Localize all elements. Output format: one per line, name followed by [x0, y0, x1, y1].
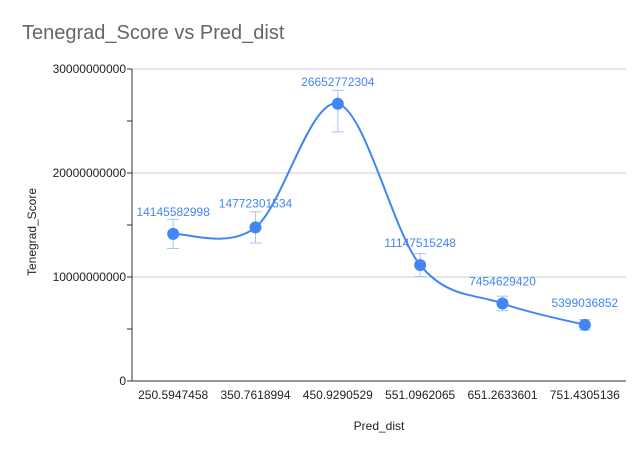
data-label: 7454629420 — [469, 274, 536, 288]
data-label: 5399036852 — [551, 296, 618, 310]
data-point — [414, 259, 427, 272]
x-axis-label: Pred_dist — [354, 419, 405, 433]
y-tick-label: 0 — [119, 374, 126, 388]
x-tick-label: 651.2633601 — [467, 388, 537, 402]
y-tick-label: 30000000000 — [53, 62, 127, 76]
data-point — [167, 227, 180, 240]
y-tick-label: 10000000000 — [53, 270, 127, 284]
chart-title: Tenegrad_Score vs Pred_dist — [22, 22, 285, 44]
x-tick-labels: 250.5947458 350.7618994 450.9290529 551.096… — [138, 388, 620, 402]
series-line — [173, 102, 586, 326]
data-points — [167, 97, 591, 331]
y-axis-label: Tenegrad_Score — [25, 188, 39, 276]
x-tick-label: 350.7618994 — [220, 388, 290, 402]
data-labels: 14145582998 14772301534 26652772304 1114751… — [136, 75, 618, 310]
data-point — [496, 297, 509, 310]
x-tick-label: 450.9290529 — [303, 388, 373, 402]
y-tick-label: 20000000000 — [53, 166, 127, 180]
data-point — [249, 221, 262, 234]
data-point — [331, 97, 344, 110]
data-label: 11147515248 — [384, 236, 456, 250]
axes — [127, 68, 626, 382]
y-tick-labels: 0 10000000000 20000000000 30000000000 — [53, 62, 127, 388]
data-label: 26652772304 — [301, 75, 375, 89]
data-label: 14145582998 — [136, 205, 210, 219]
data-label: 14772301534 — [219, 196, 293, 210]
x-tick-label: 551.0962065 — [385, 388, 455, 402]
error-bar — [331, 89, 344, 133]
data-point — [578, 318, 591, 331]
x-tick-label: 250.5947458 — [138, 388, 208, 402]
x-tick-label: 751.4305136 — [550, 388, 620, 402]
